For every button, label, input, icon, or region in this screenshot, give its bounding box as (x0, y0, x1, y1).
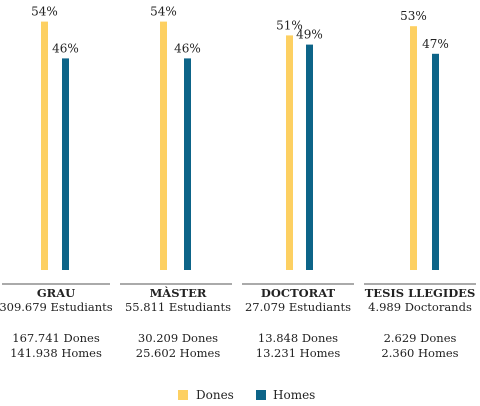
group-dones-1: 167.741 Dones (12, 331, 100, 345)
group-homes-1: 141.938 Homes (10, 346, 102, 360)
group-homes-3: 13.231 Homes (256, 346, 341, 360)
legend-swatch-dones (178, 390, 188, 400)
bar-dones-4 (410, 26, 417, 271)
bar-homes-3 (306, 44, 313, 270)
value-label-homes-2: 46% (174, 41, 201, 55)
value-label-dones-3: 51% (276, 18, 303, 32)
bar-homes-2 (184, 58, 191, 271)
group-dones-3: 13.848 Dones (258, 331, 338, 345)
group-total-3: 27.079 Estudiants (245, 300, 351, 314)
bars-layer (41, 21, 439, 271)
bar-homes-4 (432, 53, 439, 270)
value-label-dones-1: 54% (31, 5, 58, 19)
value-label-homes-3: 49% (296, 28, 323, 42)
bar-dones-3 (286, 35, 293, 271)
group-title-3: DOCTORAT (261, 286, 336, 300)
value-label-homes-4: 47% (422, 37, 449, 51)
group-total-1: 309.679 Estudiants (0, 300, 113, 314)
bar-homes-1 (62, 58, 69, 271)
bar-dones-2 (160, 21, 167, 270)
legend-label-homes: Homes (273, 388, 315, 402)
value-label-dones-4: 53% (400, 9, 427, 23)
legend-label-dones: Dones (196, 388, 234, 402)
legend: Dones Homes (178, 388, 315, 402)
group-total-2: 55.811 Estudiants (125, 300, 231, 314)
group-homes-4: 2.360 Homes (381, 346, 458, 360)
legend-swatch-homes (256, 390, 266, 400)
group-dones-4: 2.629 Dones (384, 331, 457, 345)
value-label-dones-2: 54% (150, 5, 177, 19)
value-label-homes-1: 46% (52, 41, 79, 55)
group-title-4: TESIS LLEGIDES (365, 286, 476, 300)
group-dones-2: 30.209 Dones (138, 331, 218, 345)
group-title-1: GRAU (37, 286, 75, 300)
value-labels-layer: 54% 46% 54% 46% 51%49% 53% 47% (31, 5, 449, 56)
group-homes-2: 25.602 Homes (136, 346, 221, 360)
group-title-2: MÀSTER (150, 286, 207, 300)
group-total-4: 4.989 Doctorands (368, 300, 472, 314)
bar-dones-1 (41, 21, 48, 270)
